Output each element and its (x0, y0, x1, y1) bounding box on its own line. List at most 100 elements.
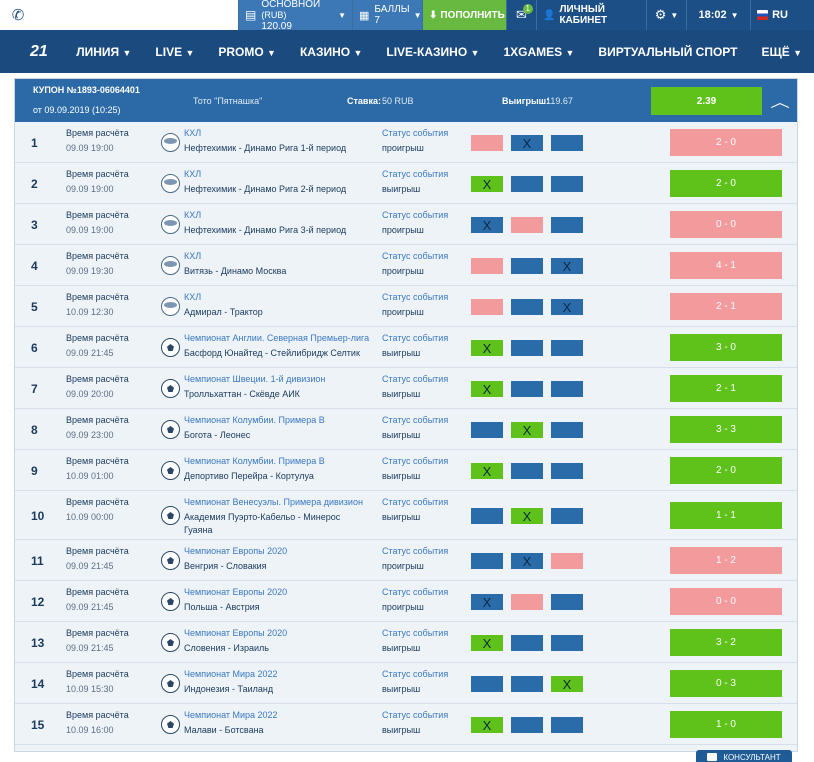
nav-item-more[interactable]: ЕЩЁ ▼ (749, 45, 814, 59)
row-number: 11 (31, 554, 44, 568)
league-link[interactable]: Чемпионат Колумбии. Примера B (184, 415, 325, 425)
soccer-icon (161, 506, 180, 525)
clock-button[interactable]: 18:02 ▼ (686, 0, 750, 30)
outcome-cell-1: X (471, 176, 503, 192)
outcome-cell-1: X (471, 381, 503, 397)
event-time: 09.09 19:30 (66, 266, 114, 276)
outcome-cell-1 (471, 422, 503, 438)
chevron-down-icon: ▼ (353, 47, 363, 58)
coupon-row: 10 Время расчёта 10.09 00:00 Чемпионат Вене… (15, 491, 797, 540)
win-value: 119.67 (546, 96, 573, 106)
time-label: Время расчёта (66, 628, 129, 638)
gear-icon: ⚙ (654, 7, 667, 22)
wallet-icon: ▤ (245, 8, 257, 22)
time-label: Время расчёта (66, 710, 129, 720)
league-link[interactable]: Чемпионат Европы 2020 (184, 628, 288, 638)
coupon-row: 7 Время расчёта 09.09 20:00 Чемпионат Швеци… (15, 368, 797, 409)
soccer-icon (161, 420, 180, 439)
nav-item-1xgames[interactable]: 1XGAMES ▼ (491, 45, 586, 59)
league-link[interactable]: КХЛ (184, 210, 202, 220)
chevron-down-icon: ▼ (470, 47, 480, 58)
league-link[interactable]: КХЛ (184, 292, 202, 302)
account-balance-button[interactable]: ▤ ОСНОВНОЙ (RUB) 120.09 ▼ (238, 0, 352, 32)
nav-item-live-casino[interactable]: LIVE-КАЗИНО ▼ (374, 45, 491, 59)
nav-label: PROMO (218, 44, 264, 59)
league-link[interactable]: Чемпионат Венесуэлы. Примера дивизион (184, 497, 363, 507)
event-status: проигрыш (382, 561, 424, 571)
settings-button[interactable]: ⚙ ▼ (646, 0, 686, 30)
nav-item-promo[interactable]: PROMO ▼ (206, 45, 288, 59)
time-label: Время расчёта (66, 333, 129, 343)
outcome-cell-3 (551, 135, 583, 151)
event-time: 09.09 20:00 (66, 389, 114, 399)
chevron-down-icon: ▼ (793, 47, 802, 58)
outcome-cell-2 (511, 635, 543, 651)
event-time: 09.09 21:45 (66, 602, 114, 612)
consultant-button[interactable]: КОНСУЛЬТАНТ (696, 750, 792, 762)
league-link[interactable]: Чемпионат Англии. Северная Премьер-лига (184, 333, 370, 343)
nav-item-line[interactable]: ЛИНИЯ ▼ (64, 45, 143, 59)
outcome-cell-2 (511, 676, 543, 692)
event-status: выигрыш (382, 512, 421, 522)
match-score: 3 - 0 (670, 334, 782, 361)
row-number: 6 (31, 341, 38, 355)
league-link[interactable]: КХЛ (184, 128, 202, 138)
download-icon: ⬇ (429, 9, 438, 21)
site-logo[interactable]: 21 (30, 42, 48, 60)
nav-item-live[interactable]: LIVE ▼ (143, 45, 206, 59)
match-score: 1 - 0 (670, 711, 782, 738)
league-link[interactable]: Чемпионат Мира 2022 (184, 669, 278, 679)
coupon-row: 15 Время расчёта 10.09 16:00 Чемпионат Мира… (15, 704, 797, 745)
chevron-down-icon: ▼ (122, 47, 132, 58)
coupon-date: от 09.09.2019 (10:25) (33, 105, 121, 115)
outcome-cell-1: X (471, 217, 503, 233)
bonus-value: 7 (374, 15, 380, 26)
match-name: Словения - Израиль (184, 643, 269, 653)
win-label: Выигрыш: (502, 96, 550, 106)
status-label: Статус события (382, 628, 449, 638)
league-link[interactable]: КХЛ (184, 251, 202, 261)
event-status: выигрыш (382, 184, 421, 194)
coupon-rows: 1 Время расчёта 09.09 19:00 КХЛ Нефтехимик -… (15, 122, 797, 745)
outcome-cell-1 (471, 553, 503, 569)
event-time: 10.09 00:00 (66, 512, 114, 522)
league-link[interactable]: Чемпионат Мира 2022 (184, 710, 278, 720)
hockey-icon (161, 174, 180, 193)
event-time: 09.09 19:00 (66, 184, 114, 194)
status-label: Статус события (382, 374, 449, 384)
time-label: Время расчёта (66, 546, 129, 556)
status-label: Статус события (382, 292, 449, 302)
deposit-button[interactable]: ⬇ ПОПОЛНИТЬ (422, 0, 506, 30)
chevron-up-icon[interactable]: ︿ (770, 94, 790, 110)
coupon-coefficient: 2.39 (651, 87, 762, 115)
account-currency: (RUB) (261, 9, 287, 20)
match-name: Депортиво Перейра - Кортулуа (184, 471, 314, 481)
bonus-points-button[interactable]: ▦ БАЛЛЫ 7 ▼ (352, 0, 422, 30)
match-name: Басфорд Юнайтед - Стейлибридж Селтик (184, 348, 360, 358)
league-link[interactable]: КХЛ (184, 169, 202, 179)
coupon-panel: КУПОН №1893-06064401 от 09.09.2019 (10:2… (14, 78, 798, 752)
row-number: 4 (31, 259, 38, 273)
time-label: Время расчёта (66, 587, 129, 597)
league-link[interactable]: Чемпионат Европы 2020 (184, 587, 288, 597)
outcome-cell-3 (551, 422, 583, 438)
league-link[interactable]: Чемпионат Швеции. 1-й дивизион (184, 374, 326, 384)
status-label: Статус события (382, 128, 449, 138)
status-label: Статус события (382, 669, 449, 679)
league-link[interactable]: Чемпионат Колумбии. Примера B (184, 456, 325, 466)
outcome-cell-1: X (471, 463, 503, 479)
time-label: Время расчёта (66, 210, 129, 220)
mail-button[interactable]: ✉ 1 (506, 0, 536, 30)
nav-item-virtual-sport[interactable]: ВИРТУАЛЬНЫЙ СПОРТ (586, 45, 749, 59)
language-button[interactable]: RU (750, 0, 794, 30)
event-status: выигрыш (382, 725, 421, 735)
phone-button[interactable]: ✆ (0, 0, 36, 30)
event-status: выигрыш (382, 684, 421, 694)
nav-item-casino[interactable]: КАЗИНО ▼ (288, 45, 374, 59)
league-link[interactable]: Чемпионат Европы 2020 (184, 546, 288, 556)
personal-cabinet-button[interactable]: 👤 ЛИЧНЫЙ КАБИНЕТ (536, 0, 646, 30)
match-score: 3 - 2 (670, 629, 782, 656)
event-status: выигрыш (382, 430, 421, 440)
status-label: Статус события (382, 710, 449, 720)
event-status: выигрыш (382, 389, 421, 399)
